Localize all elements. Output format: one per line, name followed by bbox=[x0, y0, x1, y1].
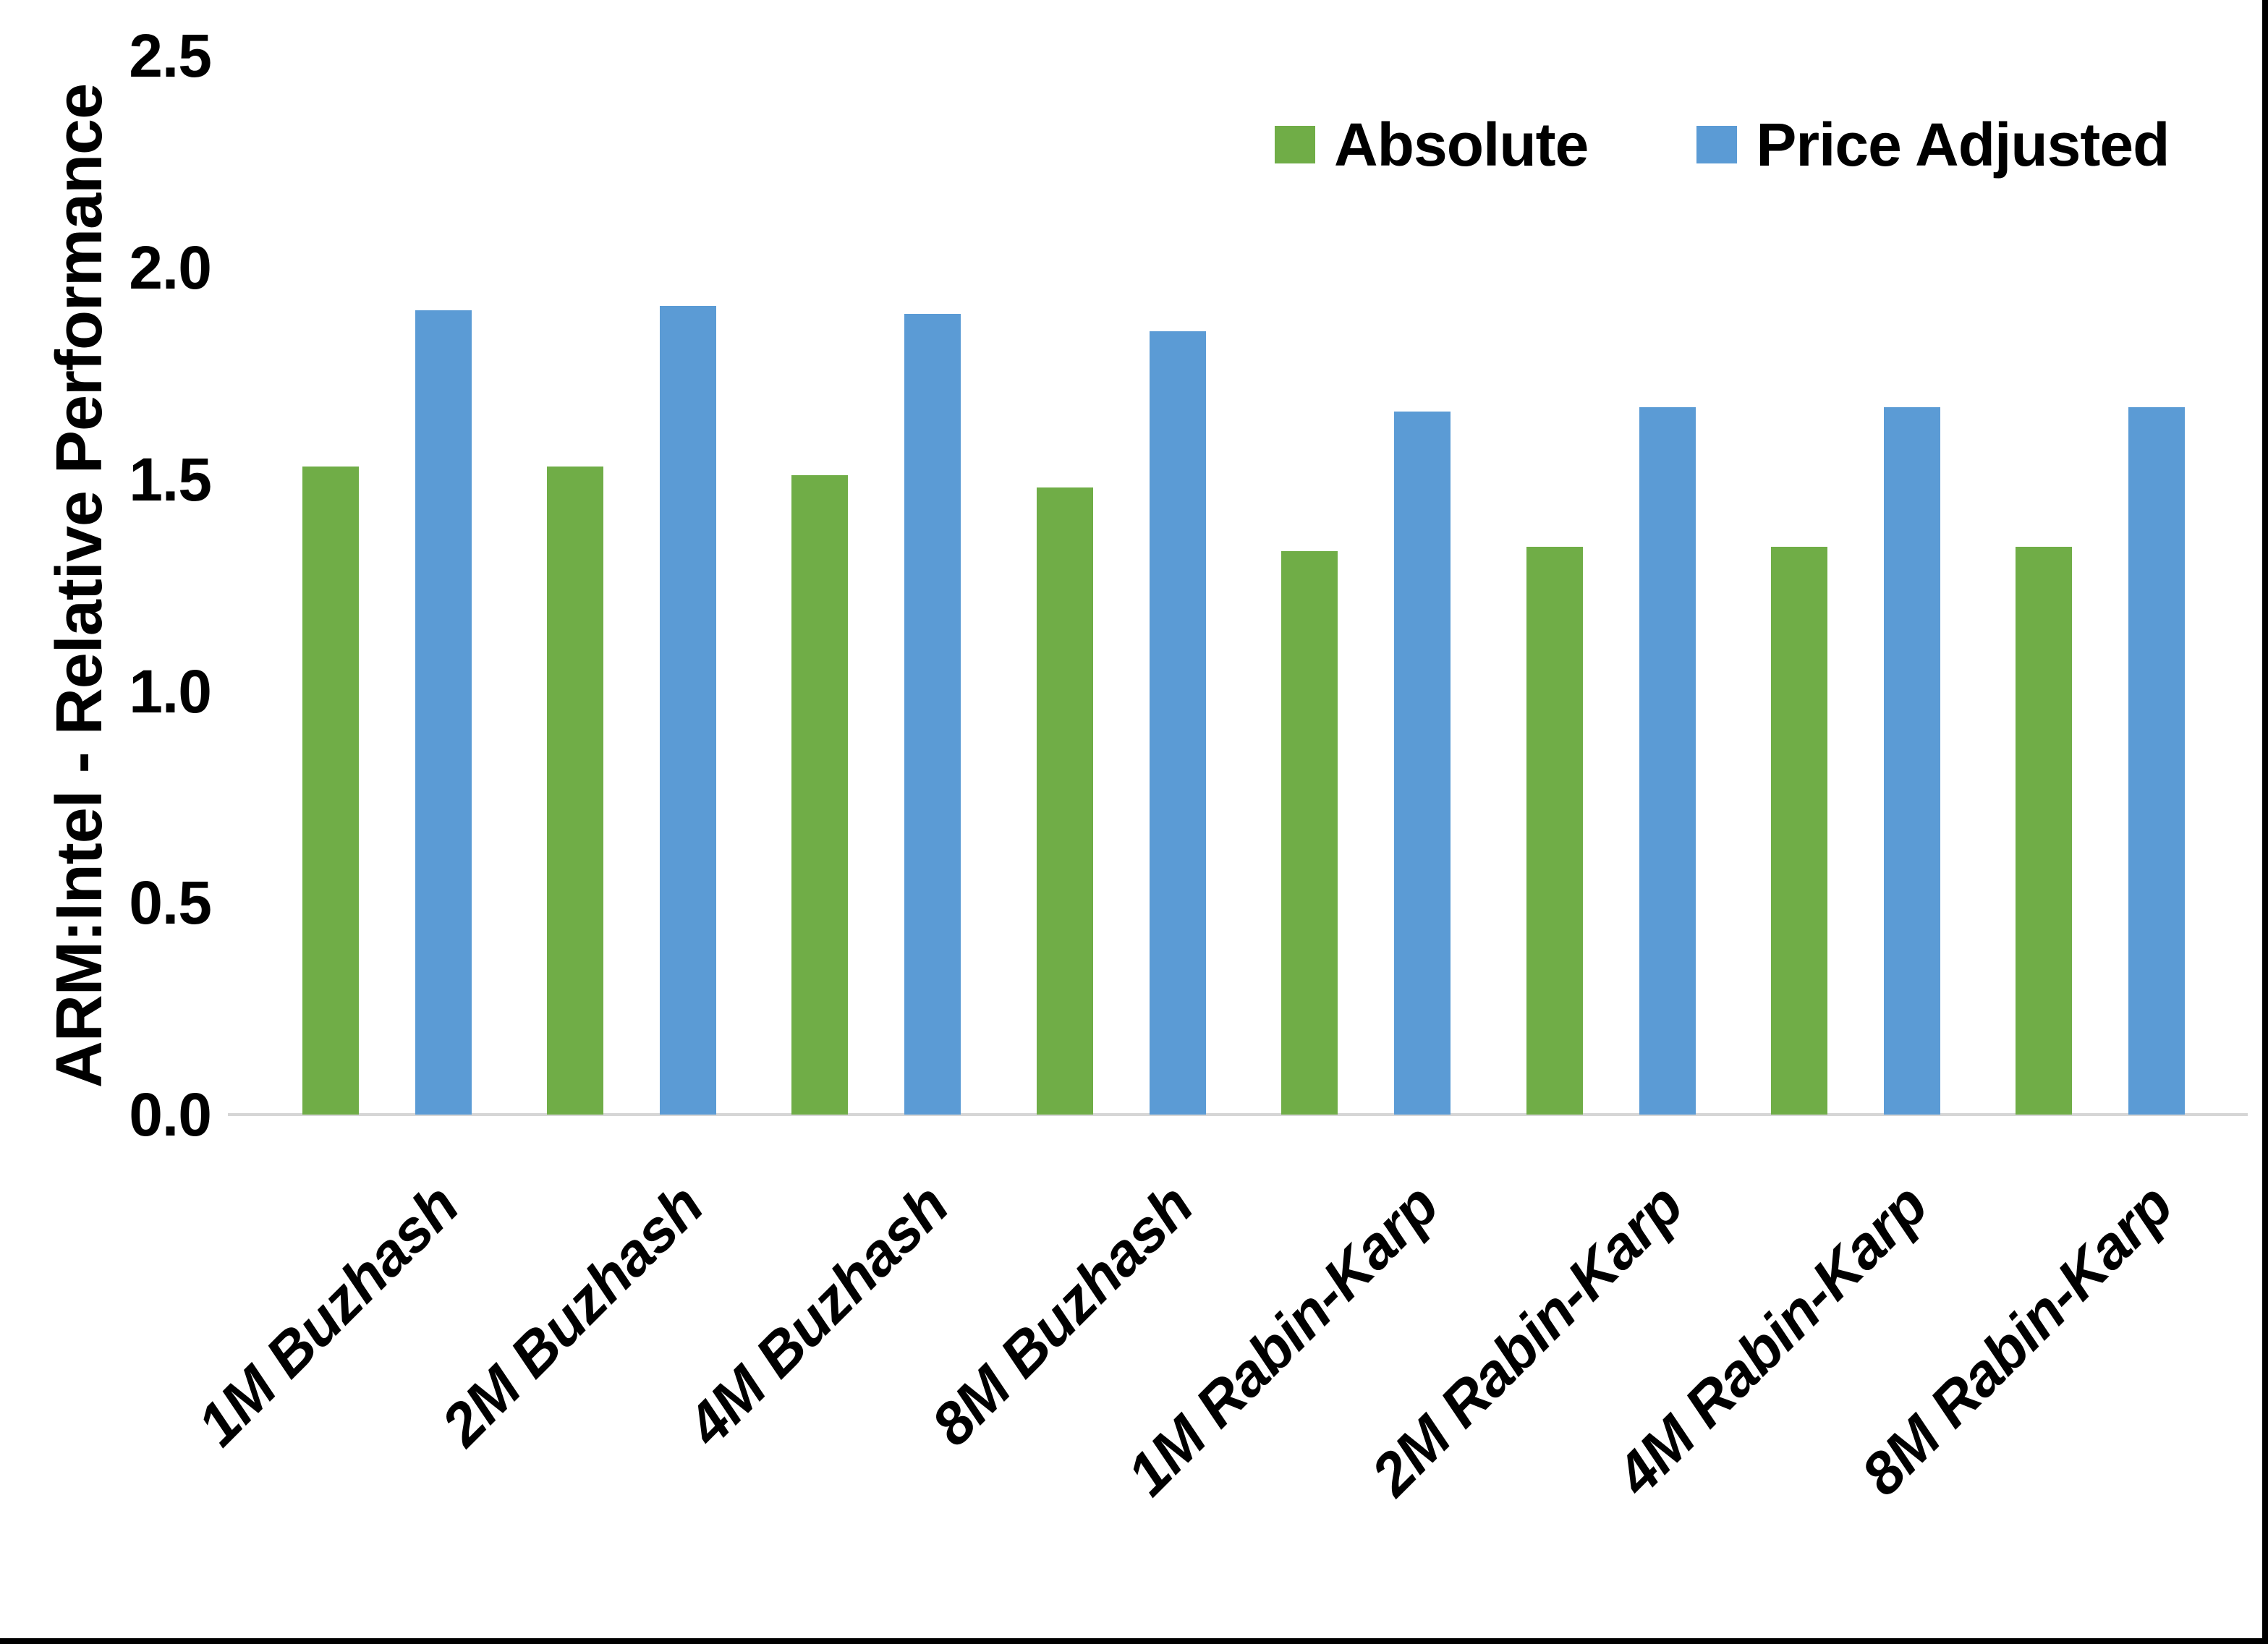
bar-price-adjusted-4m-buzhash bbox=[904, 314, 961, 1115]
y-tick-label-0.5: 0.5 bbox=[129, 869, 212, 937]
legend-item-price-adjusted: Price Adjusted bbox=[1696, 108, 2170, 181]
x-axis-line bbox=[228, 1113, 2248, 1116]
y-tick-label-1.5: 1.5 bbox=[129, 445, 212, 514]
bar-absolute-4m-buzhash bbox=[791, 474, 849, 1115]
bar-price-adjusted-1m-rabin-karp bbox=[1394, 412, 1451, 1115]
legend-item-absolute: Absolute bbox=[1275, 108, 1589, 181]
y-tick-label-0.0: 0.0 bbox=[129, 1081, 212, 1149]
bar-absolute-8m-buzhash bbox=[1036, 487, 1093, 1115]
bar-price-adjusted-4m-rabin-karp bbox=[1883, 407, 1940, 1115]
bar-absolute-8m-rabin-karp bbox=[2016, 547, 2073, 1115]
legend: Absolute Price Adjusted bbox=[1275, 108, 2170, 181]
x-label-8m-rabin-karp: 8M Rabin-Karp bbox=[1848, 1172, 2185, 1509]
x-label-1m-buzhash: 1M Buzhash bbox=[184, 1172, 472, 1459]
bar-price-adjusted-8m-buzhash bbox=[1149, 331, 1206, 1115]
x-label-1m-rabin-karp: 1M Rabin-Karp bbox=[1114, 1172, 1451, 1509]
bar-absolute-1m-buzhash bbox=[302, 467, 359, 1115]
border-bottom bbox=[0, 1638, 2268, 1644]
legend-label-absolute: Absolute bbox=[1334, 111, 1589, 179]
bar-price-adjusted-1m-buzhash bbox=[415, 310, 472, 1115]
legend-swatch-price-adjusted bbox=[1696, 126, 1738, 163]
x-label-4m-rabin-karp: 4M Rabin-Karp bbox=[1604, 1172, 1940, 1509]
legend-swatch-absolute bbox=[1275, 126, 1315, 163]
y-tick-label-2.0: 2.0 bbox=[129, 234, 212, 302]
legend-label-price-adjusted: Price Adjusted bbox=[1756, 111, 2170, 179]
bar-absolute-4m-rabin-karp bbox=[1770, 547, 1827, 1115]
bar-absolute-2m-rabin-karp bbox=[1526, 547, 1583, 1115]
x-label-2m-rabin-karp: 2M Rabin-Karp bbox=[1359, 1172, 1696, 1509]
y-tick-label-2.5: 2.5 bbox=[129, 22, 212, 90]
bar-absolute-2m-buzhash bbox=[546, 467, 603, 1115]
bar-price-adjusted-2m-rabin-karp bbox=[1639, 407, 1696, 1115]
y-tick-label-1.0: 1.0 bbox=[129, 657, 212, 725]
bar-absolute-1m-rabin-karp bbox=[1281, 551, 1338, 1115]
x-label-8m-buzhash: 8M Buzhash bbox=[919, 1172, 1206, 1459]
bar-price-adjusted-2m-buzhash bbox=[659, 305, 716, 1115]
x-label-2m-buzhash: 2M Buzhash bbox=[430, 1172, 716, 1459]
bar-price-adjusted-8m-rabin-karp bbox=[2128, 407, 2186, 1115]
border-right bbox=[2262, 0, 2268, 1644]
x-label-4m-buzhash: 4M Buzhash bbox=[674, 1172, 961, 1459]
